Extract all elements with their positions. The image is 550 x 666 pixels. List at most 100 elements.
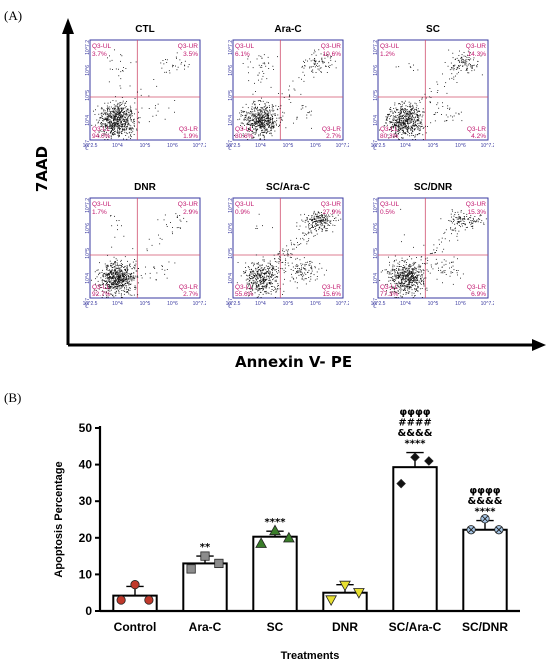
y-tick-label: 10^6 (228, 65, 234, 76)
bar-chart: 0 10 20 30 40 50 Apoptosis Percentage Treatment… (53, 407, 520, 662)
quadrant-value: 80.6% (235, 133, 254, 140)
x-axis-label-annexin: Annexin V- PE (235, 353, 353, 371)
y-tick-label: 10^7.2 (228, 198, 234, 213)
data-point (116, 595, 126, 605)
x-tick-label: 10^7.2 (193, 143, 206, 149)
x-tick-label: 10^2.5 (83, 143, 98, 149)
flow-plot-title: CTL (135, 24, 155, 35)
y-tick-label: 10^5 (228, 248, 234, 259)
quadrant-value: 0.9% (235, 209, 250, 216)
y-tick-label: 10^6 (85, 223, 91, 234)
x-tick-label: 10^5 (140, 143, 151, 149)
x-tick-label: 10^4 (112, 143, 123, 149)
y-tick-label: 10^2.7 (373, 298, 379, 308)
x-axis-title: Treatments (281, 650, 340, 662)
quadrant-label: Q3-UR (321, 201, 342, 208)
panel-a-axes (62, 18, 546, 351)
x-tick-label: 10^2.5 (83, 301, 98, 307)
y-tick-label: 10^4 (228, 273, 234, 284)
y-tick-label: 0 (85, 604, 92, 618)
y-tick-label: 10^6 (373, 65, 379, 76)
y-tick-label: 10^4 (373, 273, 379, 284)
y-tick-label: 10 (79, 567, 93, 581)
x-tick-label: 10^6 (167, 143, 178, 149)
quadrant-label: Q3-UR (321, 43, 342, 50)
significance-label: **** (265, 517, 287, 528)
y-tick-label: 10^4 (373, 115, 379, 126)
flow-plot-title: SC/DNR (413, 182, 453, 193)
quadrant-label: Q3-LL (235, 126, 253, 133)
data-point (283, 531, 295, 543)
category-label: SC/DNR (462, 620, 508, 634)
flow-plot-title: SC/Ara-C (266, 182, 310, 193)
quadrant-value: 10.6% (323, 51, 342, 58)
y-tick-label: 40 (79, 458, 93, 472)
data-point (396, 478, 406, 489)
quadrant-value: 55.6% (235, 291, 254, 298)
quadrant-label: Q3-UR (466, 201, 487, 208)
quadrant-label: Q3-UL (235, 43, 255, 50)
x-tick-label: 10^2.5 (371, 301, 386, 307)
x-tick-label: 10^4 (112, 301, 123, 307)
x-tick-label: 10^4 (400, 143, 411, 149)
significance-label: **** (405, 439, 427, 450)
quadrant-value: 1.7% (92, 209, 107, 216)
quadrant-label: Q3-LL (380, 126, 398, 133)
y-tick-label: 10^4 (85, 115, 91, 126)
x-tick-label: 10^5 (428, 301, 439, 307)
flow-plot-title: Ara-C (274, 24, 302, 35)
x-tick-label: 10^4 (400, 301, 411, 307)
quadrant-value: 3.7% (92, 51, 107, 58)
x-tick-label: 10^2.5 (371, 143, 386, 149)
x-tick-label: 10^2.5 (226, 301, 241, 307)
y-tick-label: 10^4 (85, 273, 91, 284)
quadrant-label: Q3-LL (380, 284, 398, 291)
data-point (325, 595, 337, 607)
x-tick-label: 10^6 (167, 301, 178, 307)
quadrant-value: 6.1% (235, 51, 250, 58)
x-tick-label: 10^7.2 (336, 143, 349, 149)
y-tick-label: 10^7.2 (85, 198, 91, 213)
y-tick-label: 20 (79, 531, 93, 545)
x-tick-label: 10^5 (283, 301, 294, 307)
quadrant-value: 2.7% (183, 291, 198, 298)
y-tick-label: 10^5 (85, 90, 91, 101)
panel-b-label: (B) (4, 390, 22, 405)
significance-label: ** (200, 542, 211, 553)
quadrant-label: Q3-LR (467, 126, 486, 133)
bar (392, 466, 438, 612)
data-point (214, 558, 224, 569)
data-point (144, 595, 154, 605)
quadrant-label: Q3-UL (92, 43, 112, 50)
quadrant-label: Q3-LL (92, 126, 110, 133)
y-tick-label: 10^5 (85, 248, 91, 259)
significance-label: φφφφ (469, 486, 500, 497)
quadrant-label: Q3-UL (235, 201, 255, 208)
quadrant-value: 27.9% (323, 209, 342, 216)
bar (462, 528, 508, 612)
quadrant-label: Q3-LR (322, 126, 341, 133)
y-tick-label: 10^6 (373, 223, 379, 234)
quadrant-value: 1.2% (380, 51, 395, 58)
significance-label: φφφφ (399, 407, 430, 418)
quadrant-label: Q3-UL (92, 201, 112, 208)
quadrant-label: Q3-UR (178, 201, 199, 208)
quadrant-label: Q3-LR (467, 284, 486, 291)
quadrant-value: 15.3% (468, 209, 487, 216)
quadrant-label: Q3-LL (92, 284, 110, 291)
quadrant-value: 14.3% (468, 51, 487, 58)
x-tick-label: 10^6 (310, 301, 321, 307)
y-tick-label: 10^2.7 (85, 298, 91, 308)
data-point (130, 580, 140, 590)
x-tick-label: 10^6 (310, 143, 321, 149)
flow-plot-title: SC (426, 24, 440, 35)
category-label: Control (114, 620, 157, 634)
data-point (255, 537, 267, 548)
quadrant-value: 6.9% (471, 291, 486, 298)
y-tick-label: 10^4 (228, 115, 234, 126)
y-tick-label: 10^5 (373, 248, 379, 259)
quadrant-label: Q3-UL (380, 201, 400, 208)
quadrant-value: 77.3% (380, 291, 399, 298)
y-tick-label: 50 (79, 421, 93, 435)
